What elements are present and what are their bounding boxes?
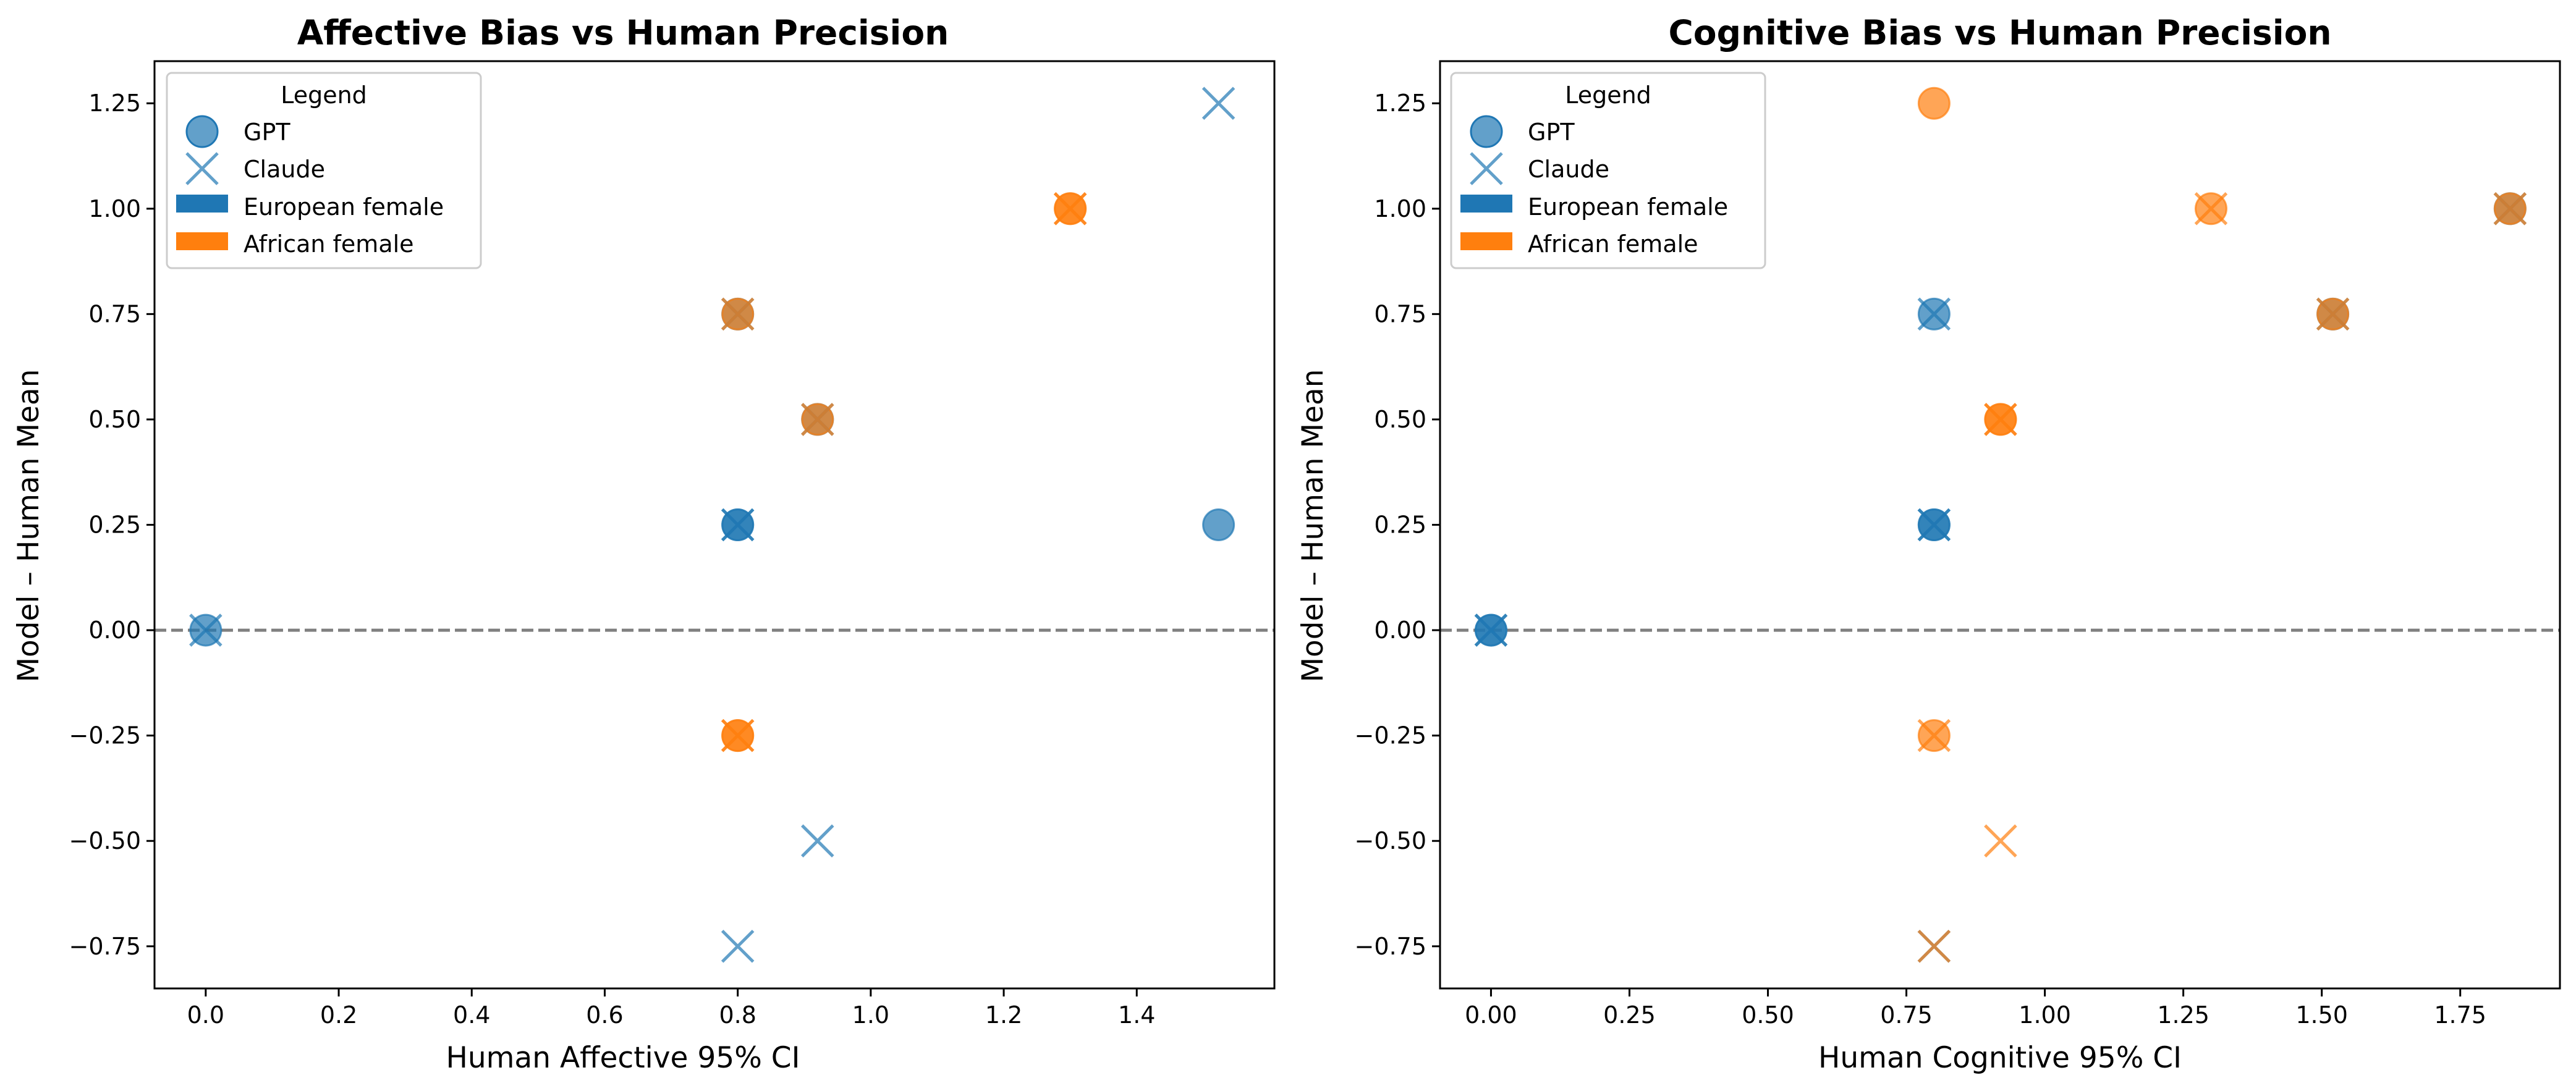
claude-point: [721, 718, 755, 752]
legend-label-gpt: GPT: [244, 119, 290, 146]
y-tick-label: 0.25: [1374, 512, 1426, 539]
y-axis-label: Model – Human Mean: [1296, 369, 1330, 683]
x-tick-label: 1.4: [1118, 1001, 1155, 1029]
legend-marker-claude: [1470, 152, 1503, 185]
claude-point: [2316, 297, 2350, 331]
legend-label-european-female: European female: [244, 193, 444, 221]
legend-patch-african-female: [176, 232, 228, 250]
axis-ticks: 0.00 0.25 0.50 0.75 1.00 1.25 1.50 1.75 −0.75 −0.…: [1355, 90, 2486, 1029]
y-tick-label: −0.25: [1355, 722, 1426, 749]
legend-marker-claude: [185, 152, 219, 185]
x-tick-label: 1.50: [2295, 1001, 2348, 1029]
x-axis-label: Human Affective 95% CI: [446, 1041, 800, 1075]
x-tick-label: 0.25: [1603, 1001, 1656, 1029]
legend-title: Legend: [281, 82, 367, 109]
chart-title: Cognitive Bias vs Human Precision: [1668, 13, 2331, 53]
legend-label-gpt: GPT: [1528, 119, 1575, 146]
y-tick-label: 0.75: [88, 300, 141, 327]
y-tick-label: 1.25: [88, 90, 141, 117]
y-tick-label: 0.75: [1374, 300, 1426, 327]
legend-patch-european-female: [176, 195, 228, 213]
y-tick-label: 0.50: [88, 406, 141, 433]
legend-label-european-female: European female: [1528, 193, 1728, 221]
x-tick-label: 0.75: [1880, 1001, 1933, 1029]
claude-point: [2493, 192, 2527, 225]
legend-label-claude: Claude: [244, 156, 325, 183]
legend-box: [166, 72, 482, 269]
legend: Legend GPT Claude European female Africa…: [166, 72, 482, 269]
claude-point: [801, 824, 834, 857]
legend-patch-african-female: [1460, 232, 1512, 250]
axis-ticks: 0.0 0.2 0.4 0.6 0.8 1.0 1.2 1.4 −0.75 −0.50 −0.25 0…: [69, 90, 1156, 1029]
x-tick-label: 0.00: [1465, 1001, 1517, 1029]
x-tick-label: 0.50: [1742, 1001, 1794, 1029]
claude-point: [801, 403, 834, 436]
claude-point: [1984, 403, 2017, 436]
claude-point: [1917, 508, 1951, 542]
plot-frame: [1439, 60, 2561, 990]
legend-box: [1450, 72, 1766, 269]
x-tick-label: 0.4: [453, 1001, 490, 1029]
x-tick-label: 0.0: [187, 1001, 224, 1029]
y-tick-label: 0.00: [88, 617, 141, 644]
legend-label-claude: Claude: [1528, 156, 1609, 183]
y-tick-label: −0.25: [69, 722, 141, 749]
legend-marker-gpt: [1470, 115, 1503, 148]
claude-point: [1474, 613, 1508, 647]
x-tick-label: 1.25: [2157, 1001, 2210, 1029]
x-tick-label: 0.6: [586, 1001, 623, 1029]
y-tick-label: 1.25: [1374, 90, 1426, 117]
claude-point: [1917, 297, 1951, 331]
claude-point: [721, 930, 755, 963]
x-tick-label: 0.2: [320, 1001, 357, 1029]
claude-point: [1053, 192, 1087, 225]
legend-patch-european-female: [1460, 195, 1512, 213]
y-tick-label: 1.00: [1374, 195, 1426, 222]
claude-point: [1984, 824, 2017, 857]
y-tick-label: 0.25: [88, 512, 141, 539]
y-tick-label: 1.00: [88, 195, 141, 222]
y-axis-label: Model – Human Mean: [12, 369, 46, 683]
gpt-point: [1917, 86, 1951, 120]
plot-frame: [153, 60, 1276, 990]
claude-point: [1201, 86, 1235, 120]
y-tick-label: −0.50: [1355, 827, 1426, 854]
chart-title: Affective Bias vs Human Precision: [297, 13, 949, 53]
y-tick-label: −0.75: [1355, 933, 1426, 960]
legend-title: Legend: [1565, 82, 1651, 109]
x-tick-label: 0.8: [719, 1001, 756, 1029]
legend-marker-gpt: [185, 115, 219, 148]
claude-point: [189, 613, 222, 647]
claude-point: [1917, 930, 1951, 963]
x-tick-label: 1.75: [2434, 1001, 2486, 1029]
claude-point: [2194, 192, 2228, 225]
claude-point: [721, 508, 755, 542]
affective-bias-panel: Affective Bias vs Human Precision Human …: [12, 13, 1276, 1075]
y-tick-label: 0.00: [1374, 617, 1426, 644]
y-tick-label: 0.50: [1374, 406, 1426, 433]
data-points: [189, 86, 1235, 963]
gpt-point: [1202, 508, 1235, 541]
claude-point: [1917, 718, 1951, 752]
y-tick-label: −0.75: [69, 933, 141, 960]
claude-point: [721, 297, 755, 331]
legend-label-african-female: African female: [1528, 230, 1698, 258]
x-tick-label: 1.2: [985, 1001, 1022, 1029]
x-axis-label: Human Cognitive 95% CI: [1818, 1041, 2182, 1075]
cognitive-bias-panel: Cognitive Bias vs Human Precision Human …: [1296, 13, 2561, 1075]
legend: Legend GPT Claude European female Africa…: [1450, 72, 1766, 269]
x-tick-label: 1.00: [2019, 1001, 2071, 1029]
y-tick-label: −0.50: [69, 827, 141, 854]
x-tick-label: 1.0: [852, 1001, 889, 1029]
data-points: [1474, 86, 2527, 963]
legend-label-african-female: African female: [244, 230, 414, 258]
